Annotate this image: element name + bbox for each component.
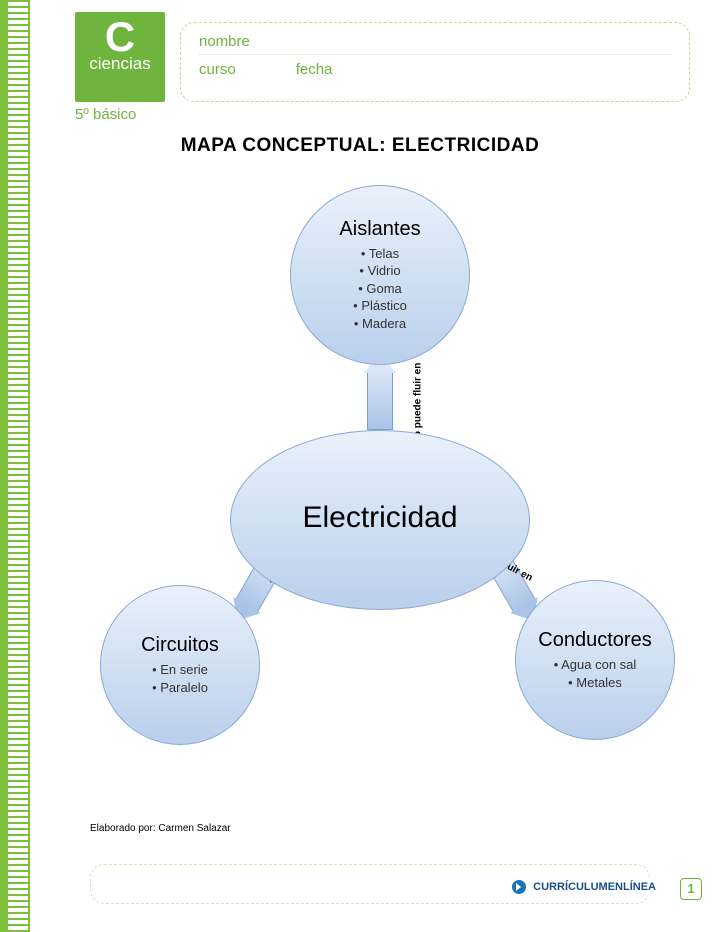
field-nombre-label: nombre	[199, 33, 250, 50]
node-circuitos-label: Circuitos	[141, 634, 219, 657]
node-conductores-label: Conductores	[538, 629, 651, 652]
curriculum-logo: CURRÍCULUMENLÍNEA	[508, 878, 660, 896]
node-circuitos-items: • En serie• Paralelo	[152, 661, 208, 696]
arrow-aislantes	[367, 370, 393, 430]
node-aislantes-label: Aislantes	[339, 218, 420, 241]
logo-text: CURRÍCULUMENLÍNEA	[533, 881, 656, 893]
node-conductores-items: • Agua con sal• Metales	[554, 656, 637, 691]
student-info-box: nombre curso fecha	[180, 22, 690, 102]
field-fecha-label: fecha	[296, 61, 333, 78]
node-aislantes: Aislantes • Telas• Vidrio• Goma• Plástico…	[290, 185, 470, 365]
field-curso-label: curso	[199, 61, 236, 78]
node-circuitos: Circuitos • En serie• Paralelo	[100, 585, 260, 745]
node-electricidad-label: Electricidad	[302, 501, 457, 535]
badge-letter: C	[75, 18, 165, 56]
play-icon	[512, 880, 526, 894]
author-credit: Elaborado por: Carmen Salazar	[90, 823, 231, 834]
node-aislantes-items: • Telas• Vidrio• Goma• Plástico• Madera	[353, 245, 407, 333]
concept-map: No puede fluir enpuede fluir enpuede flu…	[40, 170, 700, 790]
subject-badge: C ciencias	[75, 12, 165, 102]
node-electricidad: Electricidad	[230, 430, 530, 610]
node-conductores: Conductores • Agua con sal• Metales	[515, 580, 675, 740]
page-number: 1	[680, 878, 702, 900]
page-title: MAPA CONCEPTUAL: ELECTRICIDAD	[0, 135, 720, 157]
grade-label: 5º básico	[75, 106, 136, 123]
badge-subject: ciencias	[75, 54, 165, 74]
